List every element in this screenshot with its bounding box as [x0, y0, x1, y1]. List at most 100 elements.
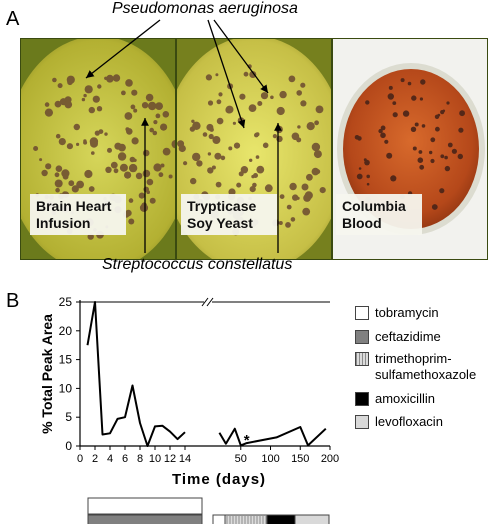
colony-dot: [212, 136, 221, 144]
y-tick-label: 0: [65, 439, 72, 453]
colony-dot: [44, 102, 50, 107]
colony-dot: [87, 233, 94, 240]
colony-dot: [149, 127, 154, 133]
colony-dot: [218, 92, 223, 97]
colony-dot: [128, 163, 138, 173]
colony-dot: [410, 126, 417, 132]
colony-dot: [128, 198, 134, 203]
legend-swatch: [355, 306, 369, 320]
colony-dot: [62, 173, 69, 180]
colony-dot: [124, 112, 133, 120]
colony-dot: [168, 174, 173, 179]
colony-dot: [84, 169, 93, 179]
colony-dot: [255, 155, 260, 159]
colony-dot: [302, 207, 311, 216]
legend-swatch: [355, 415, 369, 429]
colony-dot: [300, 100, 307, 107]
colony-dot: [315, 169, 321, 175]
colony-dot: [380, 125, 386, 131]
y-tick-label: 15: [59, 353, 73, 367]
colony-dot: [145, 93, 154, 102]
x-tick-label: 0: [77, 453, 83, 465]
colony-dot: [190, 177, 197, 185]
colony-dot: [54, 179, 63, 188]
colony-dot: [92, 95, 100, 103]
colony-dot: [110, 161, 118, 169]
colony-dot: [148, 101, 157, 111]
colony-dot: [114, 142, 122, 150]
colony-dot: [192, 121, 201, 130]
colony-dot: [131, 137, 139, 145]
colony-dot: [356, 173, 363, 180]
colony-dot: [233, 142, 241, 149]
y-tick-label: 10: [59, 381, 73, 395]
colony-dot: [314, 120, 319, 126]
colony-dot: [285, 222, 291, 228]
colony-dot: [126, 128, 133, 135]
colony-dot: [141, 102, 149, 109]
colony-dot: [390, 175, 397, 182]
colony-dot: [457, 153, 463, 160]
colony-dot: [315, 105, 324, 114]
colony-dot: [440, 154, 445, 159]
colony-dot: [119, 163, 128, 172]
colony-dot: [249, 186, 256, 193]
colony-dot: [419, 97, 423, 101]
colony-dot: [214, 152, 222, 160]
panel-b-letter: B: [6, 290, 20, 312]
colony-dot: [191, 119, 195, 124]
colony-dot: [392, 101, 397, 105]
x-tick-label: 6: [122, 453, 128, 465]
colony-dot: [288, 75, 296, 83]
plate-label-3: Columbia Blood: [336, 194, 422, 235]
axis-break-mark: [201, 297, 209, 307]
colony-dot: [125, 79, 133, 87]
colony-dot: [52, 77, 57, 83]
colony-dot: [419, 164, 425, 170]
treatment-bar-tobramycin-late: [212, 514, 226, 524]
colony-dot: [41, 169, 48, 177]
colony-dot: [431, 204, 438, 210]
colony-dot: [138, 192, 145, 199]
colony-dot: [439, 188, 445, 194]
colony-dot: [437, 113, 441, 117]
plate-image-3: [333, 39, 487, 259]
x-tick-label: 14: [179, 453, 191, 465]
y-tick-label: 25: [59, 295, 73, 309]
colony-dot: [149, 197, 156, 204]
colony-dot: [257, 101, 263, 106]
colony-dot: [57, 83, 63, 89]
colony-dot: [220, 155, 226, 161]
colony-dot: [278, 221, 283, 225]
x-tick-label: 150: [291, 453, 309, 465]
colony-dot: [407, 81, 412, 86]
colony-dot: [207, 152, 212, 156]
colony-dot: [354, 135, 360, 140]
colony-dot: [117, 152, 127, 161]
colony-dot: [207, 167, 214, 174]
x-axis-label: Time (days): [172, 471, 266, 488]
colony-dot: [89, 137, 99, 146]
colony-dot: [160, 163, 165, 168]
colony-dot: [289, 182, 297, 191]
colony-dot: [253, 173, 258, 178]
colony-dot: [177, 140, 185, 148]
colony-dot: [388, 85, 393, 90]
colony-dot: [104, 132, 108, 136]
legend-text-trimethoprim: trimethoprim- sulfamethoxazole: [375, 351, 477, 382]
colony-dot: [384, 139, 389, 144]
colony-dot: [290, 217, 296, 222]
colony-dot: [121, 90, 126, 96]
colony-dot: [54, 100, 62, 108]
colony-dot: [458, 127, 464, 133]
colony-dot: [55, 133, 61, 139]
colony-dot: [304, 191, 313, 200]
colony-dot: [276, 106, 285, 116]
colony-dot: [83, 93, 87, 98]
colony-dot: [106, 74, 114, 83]
colony-dot: [58, 138, 66, 146]
colony-dot: [171, 139, 175, 149]
colony-dot: [442, 109, 446, 113]
colony-dot: [319, 187, 326, 194]
